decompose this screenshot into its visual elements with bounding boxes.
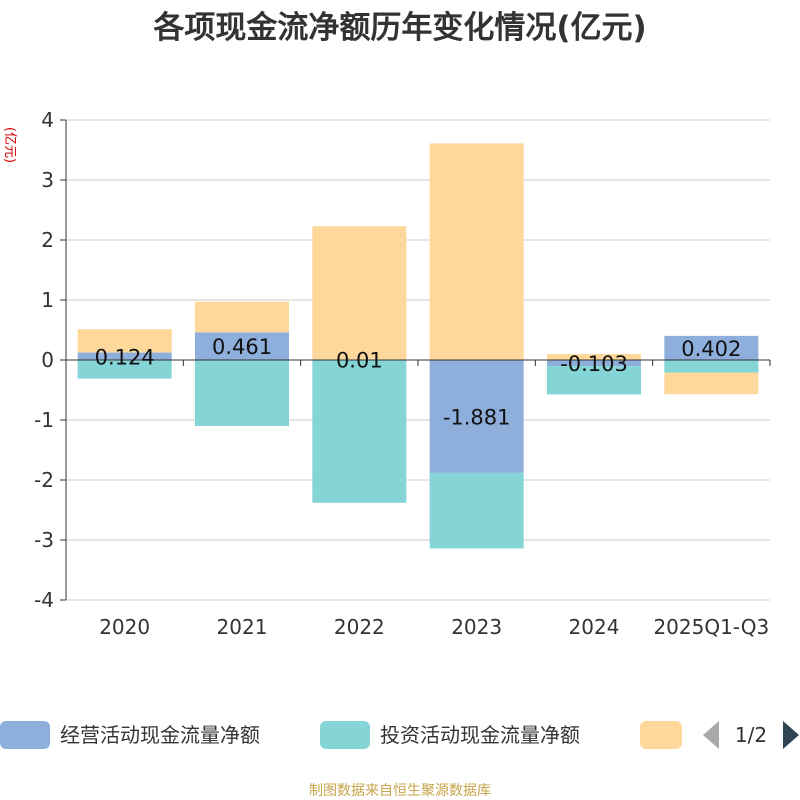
x-tick-label: 2024 xyxy=(569,615,620,639)
bar-3-2020 xyxy=(77,329,172,353)
bar-2-2022 xyxy=(312,360,407,503)
legend-next-icon[interactable] xyxy=(783,721,799,749)
bar-2-2020 xyxy=(77,360,172,379)
bar-2-2021 xyxy=(195,360,289,426)
y-axis-unit-label: (亿元) xyxy=(2,127,17,163)
y-tick-label: -3 xyxy=(34,528,54,552)
x-tick-label: 2025Q1-Q3 xyxy=(653,615,769,639)
bars xyxy=(77,143,759,549)
bar-2-2025Q1-Q3 xyxy=(664,360,759,373)
legend-label[interactable]: 投资活动现金流量净额 xyxy=(380,723,580,747)
legend-swatch[interactable] xyxy=(0,721,50,749)
legend-prev-icon[interactable] xyxy=(703,721,719,749)
y-tick-label: -1 xyxy=(34,408,54,432)
bar-2-2024 xyxy=(547,366,641,395)
y-tick-label: 0 xyxy=(41,348,54,372)
legend-page-indicator: 1/2 xyxy=(735,723,767,747)
chart-title: 各项现金流净额历年变化情况(亿元) xyxy=(152,10,646,46)
y-tick-label: 1 xyxy=(41,288,54,312)
legend: 经营活动现金流量净额 投资活动现金流量净额 1/2 xyxy=(0,721,799,749)
y-tick-label: -2 xyxy=(34,468,54,492)
bar-3-2022 xyxy=(312,226,407,360)
data-label: -1.881 xyxy=(443,405,511,429)
bar-1-2024 xyxy=(547,360,641,367)
axes: 4 3 2 1 0 -1 -2 -3 -4 2020 2021 2022 2023 2024 2025Q1-… xyxy=(34,108,771,639)
data-label: 0.402 xyxy=(681,337,741,361)
source-note: 制图数据来自恒生聚源数据库 xyxy=(309,783,491,799)
data-label: 0.01 xyxy=(336,349,383,373)
bar-1-2023 xyxy=(429,360,524,473)
data-labels: 0.124 0.461 0.01 -1.881 -0.103 0.402 xyxy=(95,335,742,429)
y-tick-label: 4 xyxy=(41,108,54,132)
x-tick-label: 2021 xyxy=(217,615,268,639)
bar-3-2021 xyxy=(195,301,289,333)
data-label: 0.461 xyxy=(212,335,272,359)
x-tick-label: 2020 xyxy=(99,615,150,639)
x-tick-label: 2023 xyxy=(451,615,502,639)
data-label: -0.103 xyxy=(560,352,628,376)
bar-3-2024 xyxy=(547,354,641,360)
bar-2-2023 xyxy=(429,472,524,549)
bar-3-2023 xyxy=(429,143,524,360)
y-tick-label: 2 xyxy=(41,228,54,252)
data-label: 0.124 xyxy=(95,345,155,369)
bar-1-2021 xyxy=(195,332,289,360)
bar-3-2025Q1-Q3 xyxy=(664,372,759,395)
bar-1-2025Q1-Q3 xyxy=(664,335,759,360)
x-tick-label: 2022 xyxy=(334,615,385,639)
y-tick-label: 3 xyxy=(41,168,54,192)
bar-1-2020 xyxy=(77,352,172,360)
legend-swatch[interactable] xyxy=(640,721,682,749)
legend-label[interactable]: 经营活动现金流量净额 xyxy=(60,723,260,747)
y-tick-label: -4 xyxy=(34,588,54,612)
legend-swatch[interactable] xyxy=(320,721,370,749)
